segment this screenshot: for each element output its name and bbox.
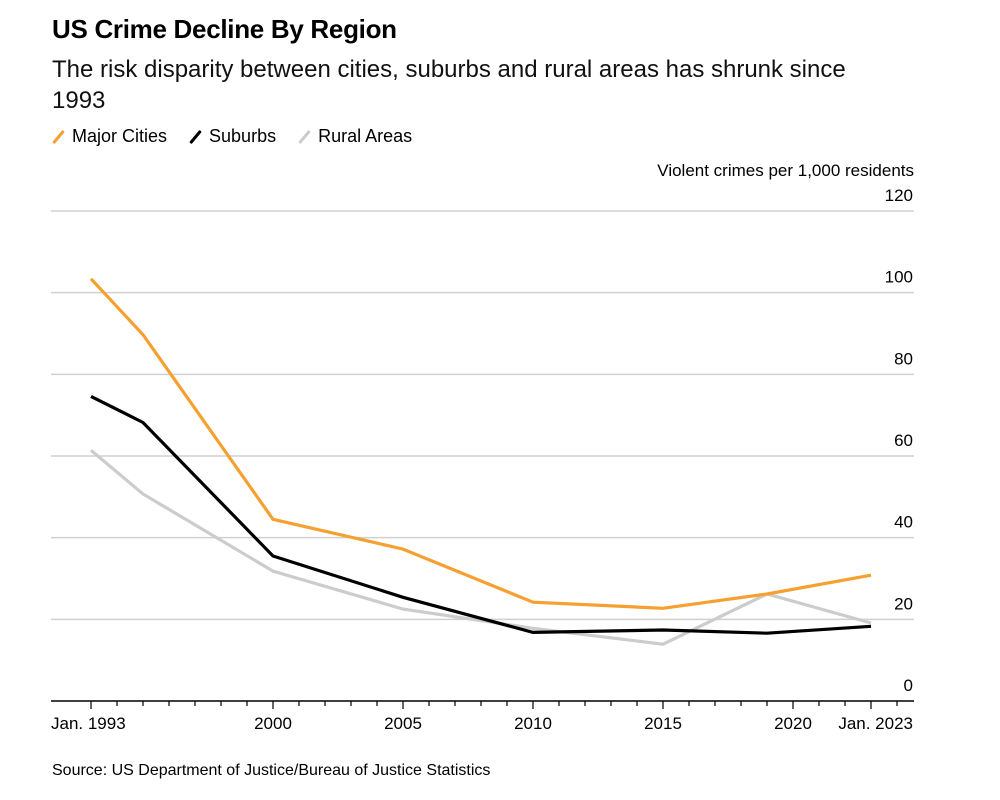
x-tick-label-2005: 2005 xyxy=(384,714,422,733)
chart-title: US Crime Decline By Region xyxy=(52,14,397,44)
x-tick-label-1993: Jan. 1993 xyxy=(51,714,126,733)
y-tick-label-80: 80 xyxy=(894,349,913,368)
y-tick-label-100: 100 xyxy=(885,268,913,287)
x-tick-label-2023: Jan. 2023 xyxy=(838,714,913,733)
legend-item-rural-areas: Rural Areas xyxy=(298,126,412,147)
series-line-suburbs xyxy=(90,394,872,635)
x-tick-label-2000: 2000 xyxy=(254,714,292,733)
x-axis: Jan. 1993 2000 2005 2010 2015 2020 Jan. 2023 xyxy=(51,700,914,733)
y-tick-label-60: 60 xyxy=(894,431,913,450)
gridlines xyxy=(51,210,914,621)
series-line-major-cities xyxy=(89,277,872,610)
y-tick-label-40: 40 xyxy=(894,513,913,532)
series-lines xyxy=(89,277,872,646)
y-tick-label-0: 0 xyxy=(904,676,913,695)
x-tick-label-2015: 2015 xyxy=(644,714,682,733)
x-tick-label-2020: 2020 xyxy=(774,714,812,733)
y-tick-label-20: 20 xyxy=(894,594,913,613)
legend-label-rural-areas: Rural Areas xyxy=(318,126,413,146)
x-tick-label-2010: 2010 xyxy=(514,714,552,733)
source-note: Source: US Department of Justice/Bureau … xyxy=(52,762,491,779)
legend: Major Cities Suburbs Rural Areas xyxy=(52,126,434,147)
legend-item-suburbs: Suburbs xyxy=(189,126,276,147)
chart-subtitle: The risk disparity between cities, subur… xyxy=(52,56,846,114)
legend-label-suburbs: Suburbs xyxy=(209,126,277,146)
y-axis-label: Violent crimes per 1,000 residents xyxy=(657,161,914,180)
legend-item-major-cities: Major Cities xyxy=(52,126,167,147)
series-line-rural-areas xyxy=(89,449,872,646)
y-tick-label-120: 120 xyxy=(885,186,913,205)
legend-label-major-cities: Major Cities xyxy=(72,126,168,146)
y-tick-labels: 0 20 40 60 80 100 120 xyxy=(885,186,913,695)
